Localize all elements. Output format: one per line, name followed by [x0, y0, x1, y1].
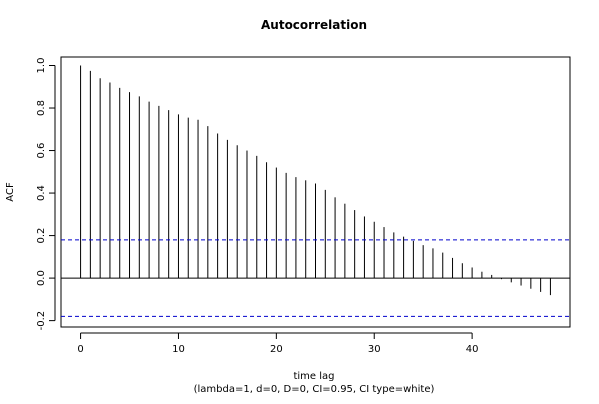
- x-tick-label-20: 20: [270, 344, 283, 355]
- x-tick-label-40: 40: [466, 344, 479, 355]
- chart-subtitle: (lambda=1, d=0, D=0, CI=0.95, CI type=wh…: [194, 384, 435, 395]
- axes: 0 10 20 30 40 -0.2 0.0 0.2 0.4 0.6 0.8 1.0: [36, 58, 478, 355]
- y-tick-label-1: 0.0: [36, 270, 47, 286]
- y-tick-label-4: 0.6: [36, 143, 47, 159]
- plot-frame: [60, 56, 571, 328]
- y-tick-label-3: 0.4: [36, 185, 47, 201]
- x-tick-label-0: 0: [77, 344, 83, 355]
- y-tick-label-6: 1.0: [36, 58, 47, 74]
- y-tick-label-2: 0.2: [36, 228, 47, 244]
- x-tick-label-10: 10: [172, 344, 185, 355]
- chart-title: Autocorrelation: [261, 18, 367, 32]
- x-tick-label-30: 30: [368, 344, 381, 355]
- confidence-bands: [61, 239, 570, 317]
- y-axis-label: ACF: [5, 182, 16, 202]
- y-tick-label-0: -0.2: [36, 311, 47, 331]
- x-axis-label: time lag: [293, 371, 334, 382]
- y-tick-label-5: 0.8: [36, 100, 47, 116]
- acf-bars: [61, 65, 570, 296]
